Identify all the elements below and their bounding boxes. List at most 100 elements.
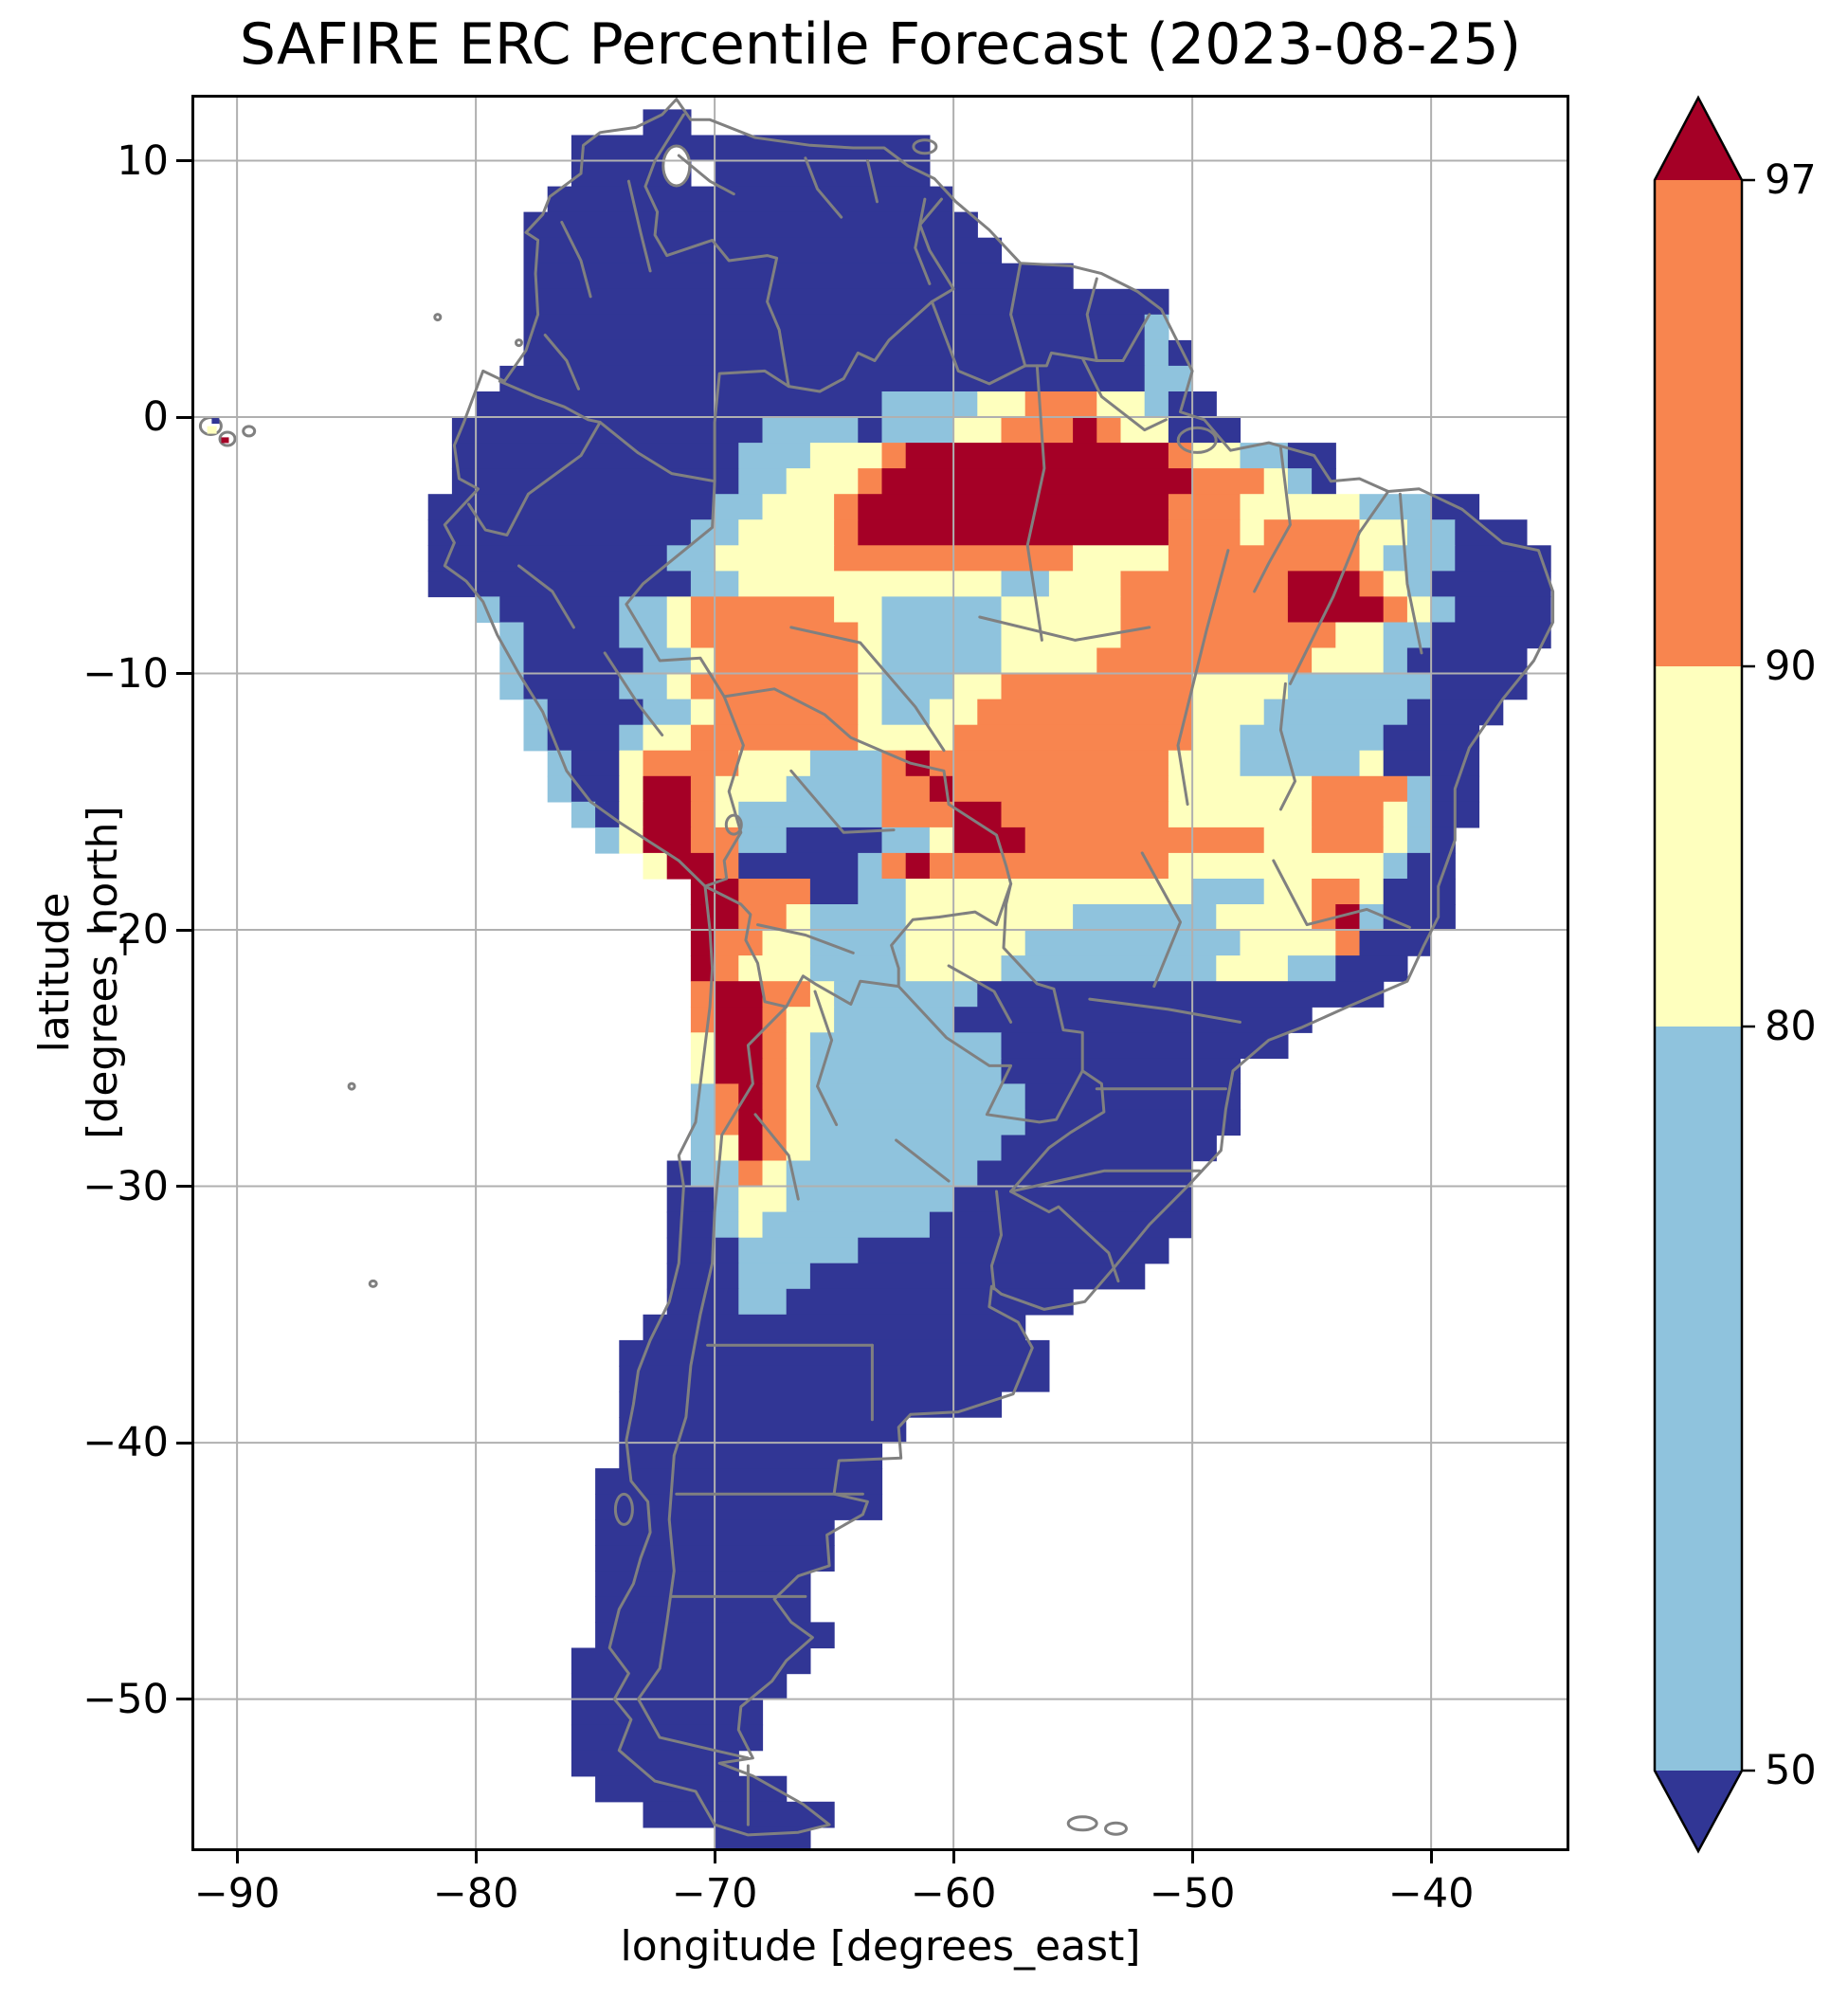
colorbar-segment — [1655, 666, 1742, 1027]
y-tick-label: 10 — [117, 136, 169, 185]
x-tick-label: −80 — [432, 1870, 519, 1917]
border-br-state-go-ms — [1140, 851, 1182, 989]
y-tick — [176, 672, 191, 676]
border-br-state-pa-ma — [1253, 446, 1292, 593]
malpelo — [433, 313, 443, 322]
border-br-state-am-pa — [1025, 364, 1046, 642]
colorbar-label: 80 — [1765, 1003, 1817, 1050]
y-tick-label: −40 — [82, 1419, 169, 1467]
y-tick — [176, 1185, 191, 1189]
chiloe — [613, 1492, 634, 1526]
border-py-br — [1002, 881, 1084, 1073]
border-py-ar — [897, 985, 1084, 1124]
border-ve-state-3 — [865, 159, 879, 204]
border-co-br — [713, 369, 790, 483]
colorbar-segment — [1655, 180, 1742, 666]
chart-title: SAFIRE ERC Percentile Forecast (2023-08-… — [239, 11, 1522, 78]
border-bo-br — [722, 687, 1013, 885]
border-pe-dept-1 — [517, 564, 575, 629]
x-tick-label: −70 — [671, 1870, 758, 1917]
galapagos-speck-3 — [211, 418, 220, 425]
x-tick-label: −50 — [1149, 1870, 1236, 1917]
border-br-state-ap — [1080, 356, 1168, 432]
border-ar-br — [1009, 1069, 1106, 1193]
border-bo-dept-1 — [789, 769, 896, 834]
y-tick-label: −30 — [82, 1162, 169, 1210]
border-br-uy — [1009, 1190, 1120, 1283]
x-tick — [235, 1848, 239, 1863]
x-tick — [951, 1848, 955, 1863]
x-tick — [713, 1848, 716, 1863]
y-tick-label: −50 — [82, 1675, 169, 1723]
map-layers — [194, 98, 1567, 1848]
colorbar-under-arrow — [1655, 1771, 1742, 1851]
titicaca — [724, 813, 743, 836]
border-ar-prov-5 — [813, 990, 839, 1127]
border-ve-br-gy — [787, 197, 955, 393]
y-tick — [176, 415, 191, 419]
border-ar-prov-7 — [895, 1138, 951, 1183]
border-gy-sr-fg-br — [930, 300, 1151, 386]
x-tick-label: −60 — [910, 1870, 997, 1917]
y-axis-label: latitude [degrees_north] — [30, 806, 127, 1139]
border-br-state-sp-pr — [1088, 997, 1241, 1024]
y-tick — [176, 1698, 191, 1701]
x-tick-label: −90 — [193, 1870, 281, 1917]
x-axis-label: longitude [degrees_east] — [620, 1922, 1141, 1971]
border-br-state-go-ba — [1278, 681, 1296, 811]
border-ec-pe — [467, 421, 602, 536]
border-br-state-pi-ce — [1398, 492, 1423, 655]
border-ar-uy — [989, 1190, 1003, 1291]
border-pe-dept-2 — [603, 651, 664, 736]
trinidad — [912, 138, 938, 155]
border-co-ec — [498, 379, 602, 424]
border-co-dept-3 — [543, 334, 580, 391]
border-gy-sr — [1009, 262, 1027, 368]
juan-fernandez — [368, 1279, 378, 1288]
border-br-state-ma-pi — [1288, 490, 1390, 685]
border-co-pe-br — [598, 421, 726, 699]
border-co-dept-2 — [626, 179, 652, 273]
y-tick — [176, 928, 191, 932]
gorgona — [515, 338, 523, 348]
map-plot-area — [191, 95, 1569, 1851]
y-tick-label: −20 — [82, 906, 169, 954]
border-ve-state-4 — [914, 197, 932, 285]
border-br-state-rs — [1009, 1169, 1202, 1193]
border-bo-py-ar — [785, 881, 1013, 1009]
border-br-state-mt-pa — [978, 615, 1151, 642]
galapagos-2 — [218, 430, 237, 447]
colorbar — [1653, 95, 1755, 1854]
border-co-dept-1 — [560, 221, 592, 299]
y-tick — [176, 159, 191, 163]
border-ve-state-1 — [677, 154, 735, 196]
border-coastline — [443, 98, 1555, 1837]
colorbar-label: 90 — [1765, 643, 1817, 690]
border-br-state-to — [1176, 549, 1230, 806]
border-sr-fg — [1085, 277, 1098, 362]
san-felix — [347, 1081, 356, 1091]
marajo — [1176, 426, 1218, 454]
border-ve-state-2 — [804, 156, 843, 219]
map-canvas — [194, 98, 1567, 1848]
x-tick — [1429, 1848, 1433, 1863]
galapagos-speck-2 — [221, 437, 229, 444]
x-tick — [474, 1848, 478, 1863]
border-pe-bo-cl — [703, 695, 745, 888]
falkland-2 — [1104, 1821, 1128, 1836]
colorbar-label: 97 — [1765, 156, 1817, 204]
gridline-layer — [194, 98, 1567, 1848]
border-cl-ar — [637, 1005, 788, 1760]
falkland-1 — [1066, 1815, 1098, 1832]
x-tick — [1190, 1848, 1194, 1863]
border-br-state-mg — [1272, 859, 1411, 929]
x-tick-label: −40 — [1387, 1870, 1475, 1917]
y-tick — [176, 1441, 191, 1445]
colorbar-segment — [1655, 1027, 1742, 1771]
border-py-dept-1 — [947, 964, 1013, 1024]
raster-layer — [427, 109, 1551, 1848]
galapagos-3 — [242, 425, 257, 438]
border-br-state-ro — [789, 626, 946, 753]
colorbar-over-arrow — [1655, 98, 1742, 180]
